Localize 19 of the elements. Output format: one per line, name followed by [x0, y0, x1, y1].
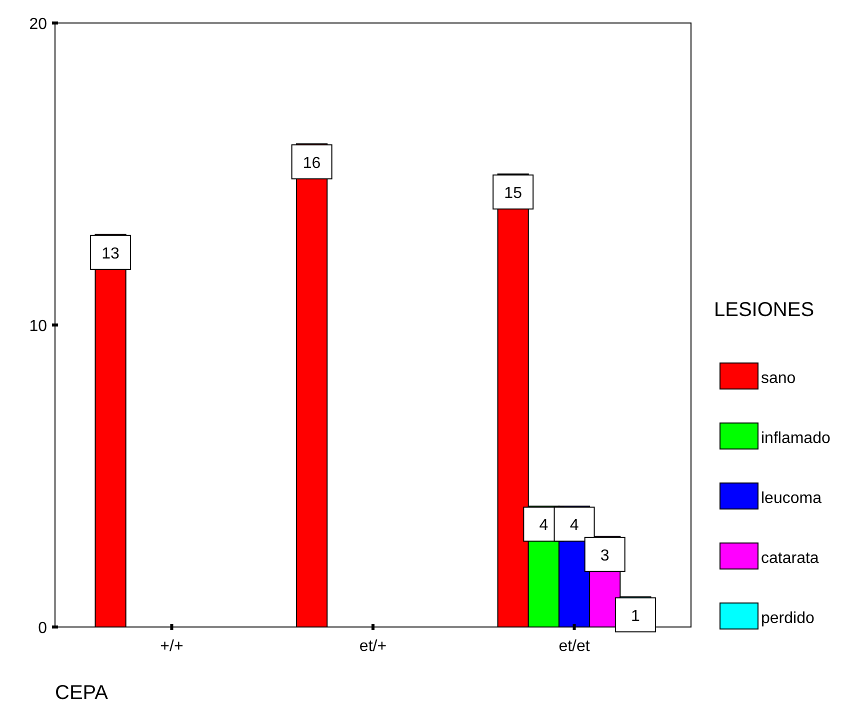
x-tick-label: +/+	[160, 638, 184, 655]
data-label: 13	[102, 245, 120, 262]
legend-label: catarata	[761, 550, 819, 567]
x-tick-label: et/et	[558, 638, 590, 655]
y-tick-label: 20	[29, 16, 48, 33]
x-axis-title: CEPA	[55, 682, 109, 704]
legend-label: perdido	[761, 610, 814, 627]
data-label: 3	[600, 547, 610, 564]
legend-label: sano	[761, 370, 796, 387]
data-label: 4	[539, 517, 548, 534]
y-tick-label: 10	[29, 318, 48, 335]
legend-label: leucoma	[761, 490, 822, 507]
data-label: 4	[570, 517, 579, 534]
x-tick-label: et/+	[359, 638, 387, 655]
data-label: 15	[504, 185, 522, 202]
data-label: 16	[302, 154, 321, 172]
legend-title: LESIONES	[714, 299, 814, 321]
y-tick-label: 0	[38, 620, 48, 637]
legend-label: inflamado	[761, 430, 830, 447]
